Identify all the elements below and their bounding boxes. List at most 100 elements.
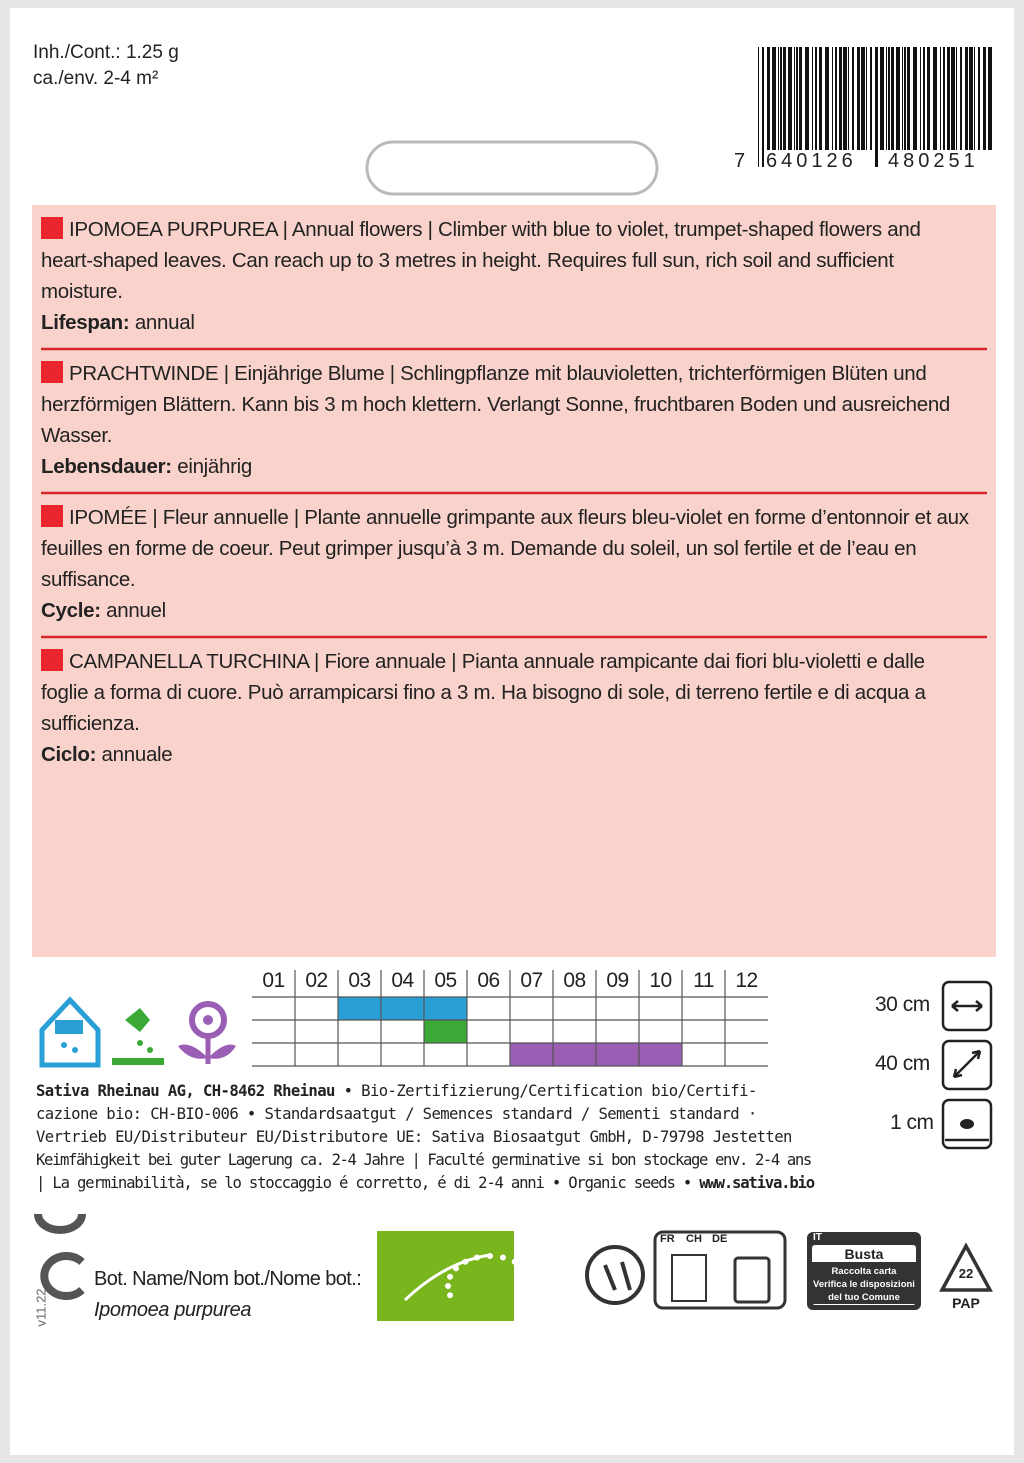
it-title: Busta <box>844 1246 884 1262</box>
barcode-bar <box>848 47 849 150</box>
section: CAMPANELLA TURCHINA | Fiore annuale | Pi… <box>41 646 976 770</box>
barcode-bar <box>974 47 975 150</box>
section-detail: Cycle: annuel <box>41 595 976 626</box>
barcode-bar <box>815 47 817 150</box>
bin-icon <box>733 1256 771 1304</box>
barcode-bar <box>947 47 950 150</box>
barcode-bar <box>796 47 798 150</box>
section-text: | Annual flowers | Climber with blue to … <box>41 218 921 303</box>
barcode-bar <box>923 47 925 150</box>
barcode-bar <box>960 47 962 150</box>
barcode-bar <box>965 47 968 150</box>
detail-label: Ciclo: <box>41 743 97 766</box>
triman-icon <box>585 1245 645 1305</box>
star <box>529 1283 535 1289</box>
barcode-bar <box>920 47 921 150</box>
plant-spacing: 40 cm <box>875 1052 930 1075</box>
barcode-bar <box>951 47 955 150</box>
row-spacing: 30 cm <box>875 993 930 1016</box>
legal-text: | La germinabilità, se lo stoccaggio é c… <box>36 1174 700 1192</box>
star <box>499 1254 506 1261</box>
country: DE <box>712 1233 728 1245</box>
it-box-band <box>812 1262 916 1304</box>
barcode-bar <box>767 47 770 150</box>
month-label: 06 <box>477 969 500 992</box>
star <box>511 1258 518 1265</box>
month-label: 12 <box>735 969 758 992</box>
country: CH <box>686 1233 702 1245</box>
barcode-bar <box>891 47 894 150</box>
section-name: CAMPANELLA TURCHINA <box>69 650 309 673</box>
barcode-bar <box>866 47 867 150</box>
barcode-bar <box>933 47 937 150</box>
eu-organic-logo <box>377 1231 514 1321</box>
barcode-bar <box>907 47 910 150</box>
sowing-calendar <box>252 970 768 1067</box>
seed-icon <box>960 1119 974 1129</box>
barcode-bar <box>758 47 759 167</box>
star <box>445 1283 451 1289</box>
barcode-bar <box>839 47 842 150</box>
barcode-bar <box>943 47 945 150</box>
barcode-bar <box>870 47 872 150</box>
description-panel <box>32 205 996 957</box>
country: FR <box>660 1233 675 1245</box>
section-name: IPOMÉE <box>69 506 147 529</box>
it-line: Verifica le disposizioni <box>813 1279 915 1290</box>
sowing-icon <box>112 1008 164 1065</box>
detail-value: einjährig <box>171 455 253 478</box>
barcode-digits: 480251 <box>888 150 979 172</box>
barcode-digits: 640126 <box>766 150 857 172</box>
sorting-box <box>653 1230 787 1310</box>
eu-leaf <box>403 1253 491 1302</box>
legal-line: Keimfähigkeit bei guter Lagerung ca. 2-4… <box>36 1151 812 1169</box>
red-square <box>41 505 63 527</box>
botanical-label: Bot. Name/Nom bot./Nome bot.: <box>94 1268 362 1290</box>
ce-mark <box>34 1213 86 1300</box>
barcode-bar <box>927 47 930 150</box>
red-square <box>41 217 63 239</box>
red-square <box>41 361 63 383</box>
spacing-icons <box>941 980 993 1150</box>
barcode-bar <box>913 47 917 150</box>
section-detail: Lebensdauer: einjährig <box>41 451 976 482</box>
star <box>520 1265 527 1272</box>
flower-icon <box>178 1001 236 1064</box>
month-label: 04 <box>391 969 414 992</box>
area: ca./env. 2-4 m² <box>33 68 159 89</box>
section: IPOMÉE | Fleur annuelle | Plante annuell… <box>41 502 976 626</box>
barcode-bar <box>812 47 813 150</box>
barcode-bar <box>788 47 792 150</box>
sowing-depth: 1 cm <box>890 1111 934 1134</box>
detail-label: Lifespan: <box>41 311 130 334</box>
country: IT <box>813 1232 822 1243</box>
section-text: | Fiore annuale | Pianta annuale rampica… <box>41 650 926 735</box>
material-code: 22 <box>958 1266 974 1281</box>
legal-line: Vertrieb EU/Distributeur EU/Distributore… <box>36 1128 792 1146</box>
barcode-bar <box>880 47 884 150</box>
hang-hole <box>365 140 659 196</box>
barcode-bar <box>969 47 973 150</box>
calendar-bar <box>424 1020 467 1043</box>
legal-text: • Bio-Zertifizierung/Certification bio/C… <box>334 1082 758 1100</box>
barcode-bar <box>940 47 941 150</box>
section: PRACHTWINDE | Einjährige Blume | Schling… <box>41 358 976 482</box>
it-line: del tuo Comune <box>828 1292 900 1303</box>
section-name: PRACHTWINDE <box>69 362 219 385</box>
legal-line: Sativa Rheinau AG, CH-8462 Rheinau • Bio… <box>36 1082 757 1100</box>
barcode-bar <box>783 47 786 150</box>
barcode-bar <box>983 47 986 150</box>
barcode-bar <box>819 47 822 150</box>
detail-label: Lebensdauer: <box>41 455 172 478</box>
legal-line: cazione bio: CH-BIO-006 • Standardsaatgu… <box>36 1105 757 1123</box>
section-detail: Ciclo: annuale <box>41 739 976 770</box>
section-text: | Fleur annuelle | Plante annuelle grimp… <box>41 506 969 591</box>
barcode-bar <box>772 47 776 150</box>
barcode-bar <box>875 47 878 167</box>
version: v11.22 <box>33 1288 49 1327</box>
barcode-bar <box>843 47 847 150</box>
detail-value: annuel <box>100 599 166 622</box>
barcode-bar <box>835 47 837 150</box>
